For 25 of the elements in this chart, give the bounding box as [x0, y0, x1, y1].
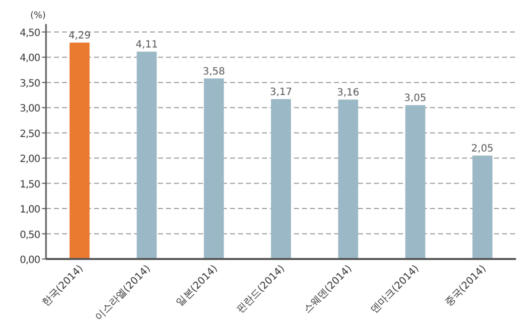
y-tick-label: 4,00 [20, 53, 40, 64]
y-axis-title: (%) [30, 11, 46, 21]
bar [136, 52, 157, 259]
data-label: 2,05 [471, 144, 494, 155]
y-tick-label: 0,50 [20, 230, 40, 241]
bar [70, 42, 90, 259]
data-label: 3,17 [270, 87, 292, 98]
bar [204, 78, 224, 259]
y-tick-label: 1,00 [20, 204, 40, 216]
data-label: 4,29 [68, 30, 91, 42]
y-tick-label: 2,50 [20, 128, 40, 140]
data-label: 3,58 [202, 66, 225, 78]
data-label: 3,16 [337, 88, 360, 99]
y-tick-label: 0,00 [20, 255, 40, 266]
y-tick-label: 3,00 [20, 104, 40, 115]
data-label: 3,05 [404, 93, 426, 104]
bar [472, 156, 492, 259]
y-tick-label: 1,50 [20, 179, 40, 190]
bar [338, 100, 358, 259]
data-label: 4,11 [136, 40, 158, 51]
bar [271, 99, 291, 259]
bar [405, 105, 426, 259]
y-tick-label: 4,50 [20, 28, 40, 39]
y-tick-label: 3,50 [20, 78, 40, 90]
y-tick-label: 2,00 [20, 154, 40, 166]
